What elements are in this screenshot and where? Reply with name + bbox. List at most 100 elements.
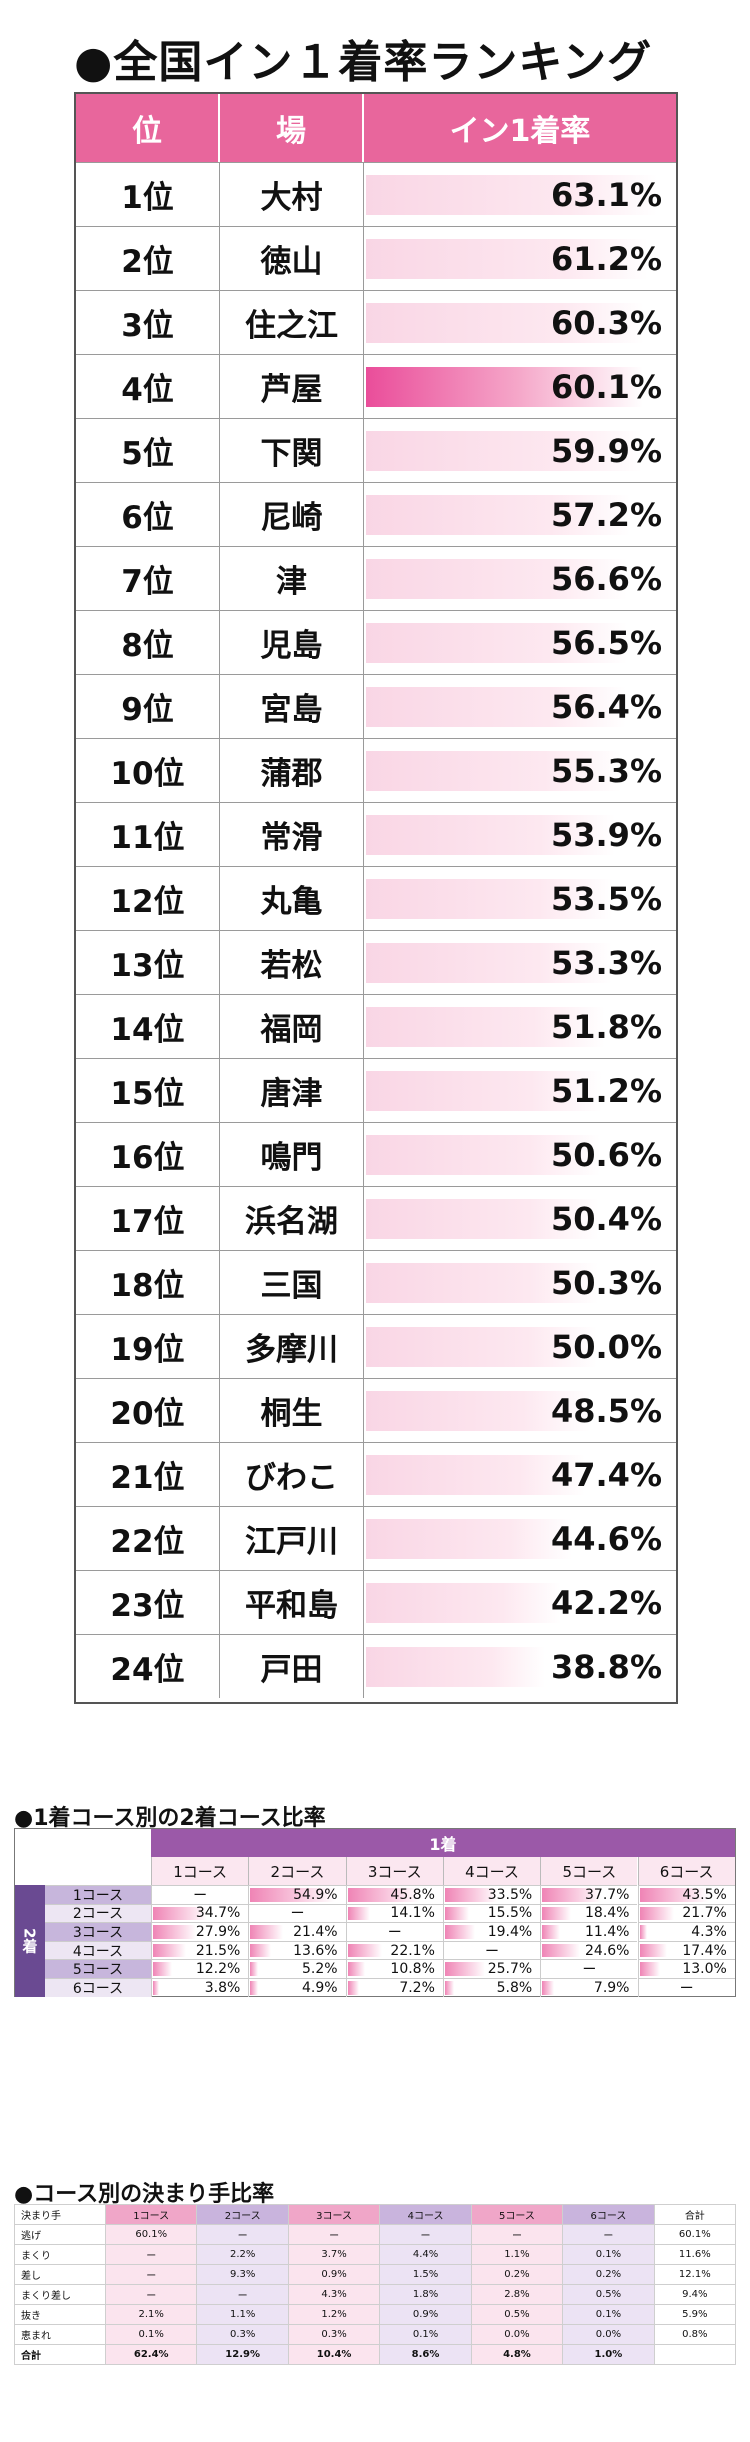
- kimarite-cell: 60.1%: [104, 2224, 198, 2245]
- kimarite-cell: 1.0%: [562, 2344, 655, 2365]
- rate-cell: 42.2%: [364, 1571, 676, 1634]
- kimarite-cell: 0.1%: [104, 2324, 198, 2345]
- course2-cell-bar: [347, 1943, 382, 1958]
- kimarite-row: 恵まれ 0.1% 0.3% 0.3% 0.1% 0.0% 0.0% 0.8%: [14, 2324, 737, 2345]
- rate-bar: [366, 1327, 597, 1367]
- rate-cell: 56.6%: [364, 547, 676, 610]
- ranking-header-row: 位 場 イン1着率: [76, 94, 676, 162]
- kimarite-cell: ー: [562, 2224, 655, 2245]
- course2-cell-value: ー: [582, 1962, 597, 1979]
- course2-cell: 25.7%: [442, 1959, 541, 1978]
- kimarite-cell: 1.1%: [470, 2244, 564, 2265]
- course2-cell: ー: [345, 1922, 443, 1941]
- course2-cell-value: 34.7%: [195, 1905, 241, 1922]
- course2-cell: 34.7%: [151, 1903, 249, 1923]
- kimarite-cell: 1.5%: [379, 2264, 472, 2285]
- course2-cell: 3.8%: [151, 1978, 249, 1997]
- course2-cell: 45.8%: [345, 1885, 443, 1904]
- course2-cell: 22.1%: [345, 1940, 443, 1960]
- course2-cell-value: 15.5%: [487, 1905, 533, 1922]
- kimarite-cell: 4.3%: [287, 2284, 381, 2305]
- course2-cell-value: 7.2%: [399, 1979, 435, 1996]
- rate-value: 53.5%: [550, 879, 662, 918]
- venue-cell: 児島: [220, 611, 364, 674]
- course2-cell-bar: [347, 1962, 365, 1976]
- rate-bar: [366, 303, 644, 343]
- ranking-row: 3位 住之江 60.3%: [76, 290, 676, 354]
- ranking-row: 21位 びわこ 47.4%: [76, 1442, 676, 1506]
- ranking-row: 13位 若松 53.3%: [76, 930, 676, 994]
- kimarite-cell: 9.4%: [653, 2284, 737, 2305]
- ranking-row: 12位 丸亀 53.5%: [76, 866, 676, 930]
- venue-cell: 尼崎: [220, 483, 364, 546]
- course2-cell-value: 5.8%: [496, 1979, 533, 1996]
- rate-value: 60.3%: [550, 303, 662, 342]
- rate-bar: [366, 943, 612, 983]
- rate-value: 51.2%: [550, 1071, 662, 1110]
- rate-cell: 60.1%: [364, 355, 676, 418]
- ranking-row: 23位 平和島 42.2%: [76, 1570, 676, 1634]
- ranking-row: 19位 多摩川 50.0%: [76, 1314, 676, 1378]
- rate-bar: [366, 431, 642, 471]
- course2-cell-value: 37.7%: [585, 1886, 630, 1903]
- rate-value: 60.1%: [550, 367, 662, 406]
- rank-cell: 8位: [76, 611, 220, 674]
- ranking-row: 7位津 56.6%: [76, 546, 676, 610]
- kimarite-row: まくり差しーー 4.3% 1.8% 2.8% 0.5% 9.4%: [14, 2284, 737, 2305]
- rate-value: 50.0%: [550, 1327, 662, 1366]
- kimarite-cell: [653, 2344, 737, 2365]
- rank-cell: 4位: [76, 355, 220, 418]
- venue-cell: 蒲郡: [220, 739, 364, 802]
- venue-cell: 三国: [220, 1251, 364, 1314]
- kimarite-cell: 5.9%: [653, 2304, 737, 2325]
- ranking-row: 22位 江戸川 44.6%: [76, 1506, 676, 1570]
- course2-col-header: 5コース: [540, 1857, 638, 1885]
- rank-cell: 7位: [76, 547, 220, 610]
- kimarite-cell: ー: [104, 2284, 198, 2305]
- kimarite-cell: 1.8%: [379, 2284, 472, 2305]
- venue-cell: 多摩川: [220, 1315, 364, 1378]
- rate-bar: [366, 367, 643, 407]
- kimarite-cell: 62.4%: [104, 2344, 198, 2365]
- course2-cell-value: 27.9%: [195, 1923, 241, 1940]
- rank-cell: 13位: [76, 931, 220, 994]
- ranking-row: 24位 戸田 38.8%: [76, 1634, 676, 1698]
- course2-cell-value: 45.8%: [390, 1886, 435, 1903]
- kimarite-cell: ー: [470, 2224, 564, 2245]
- rate-value: 56.6%: [550, 559, 662, 598]
- course2-cell: 21.4%: [248, 1922, 346, 1941]
- rate-bar: [366, 1519, 572, 1559]
- rank-cell: 18位: [76, 1251, 220, 1314]
- kimarite-cell: 0.3%: [196, 2324, 289, 2345]
- course2-cell: 7.9%: [540, 1978, 638, 1997]
- kimarite-row: 合計 62.4% 12.9% 10.4% 8.6% 4.8% 1.0%: [14, 2344, 737, 2365]
- ranking-row: 20位 桐生 48.5%: [76, 1378, 676, 1442]
- rate-cell: 59.9%: [364, 419, 676, 482]
- venue-cell: 浜名湖: [220, 1187, 364, 1250]
- ranking-row: 8位 児島 56.5%: [76, 610, 676, 674]
- course2-row-header: 4コース: [45, 1940, 151, 1960]
- course2-cell-bar: [444, 1906, 469, 1921]
- kimarite-cell: 0.5%: [470, 2304, 564, 2325]
- kimarite-cell: 0.9%: [287, 2264, 381, 2285]
- course2-row-header: 6コース: [45, 1978, 151, 1997]
- kimarite-cell: 12.1%: [653, 2264, 737, 2285]
- course2-cell: 18.4%: [540, 1903, 638, 1923]
- rate-cell: 56.4%: [364, 675, 676, 738]
- kimarite-cell: 0.5%: [562, 2284, 655, 2305]
- rank-cell: 14位: [76, 995, 220, 1058]
- kimarite-cell: 0.9%: [379, 2304, 472, 2325]
- course2-cell-value: 14.1%: [390, 1905, 435, 1922]
- rate-bar: [366, 1583, 561, 1623]
- rank-cell: 17位: [76, 1187, 220, 1250]
- course2-cell-value: 21.4%: [293, 1923, 338, 1940]
- course2-cell-bar: [542, 1888, 602, 1902]
- kimarite-cell: ー: [196, 2284, 289, 2305]
- kimarite-col-header: 合計: [653, 2204, 737, 2225]
- venue-cell: 下関: [220, 419, 364, 482]
- course2-cell-value: 22.1%: [390, 1942, 435, 1959]
- kimarite-col-header: 1コース: [104, 2204, 198, 2225]
- ranking-row: 16位 鳴門 50.6%: [76, 1122, 676, 1186]
- ranking-row: 15位 唐津 51.2%: [76, 1058, 676, 1122]
- ranking-row: 2位 徳山 61.2%: [76, 226, 676, 290]
